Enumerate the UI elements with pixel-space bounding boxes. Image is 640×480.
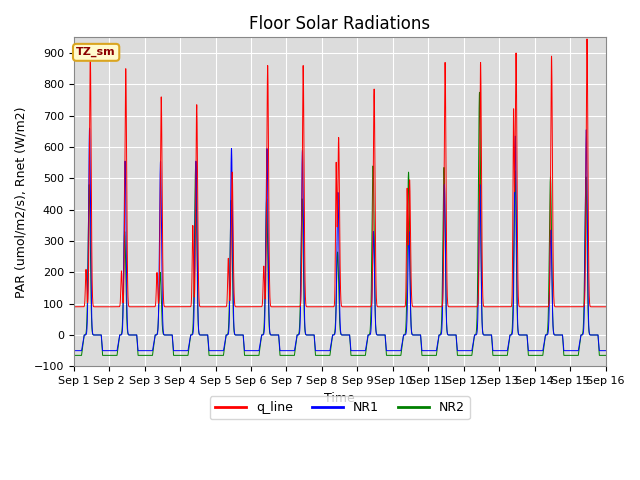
NR2 xyxy=(165,332,173,338)
q_line xyxy=(429,304,437,310)
q_line xyxy=(489,304,497,310)
Title: Floor Solar Radiations: Floor Solar Radiations xyxy=(249,15,430,33)
q_line xyxy=(459,304,467,310)
q_line xyxy=(583,36,591,42)
NR2 xyxy=(602,352,609,358)
NR2 xyxy=(459,352,467,358)
NR1 xyxy=(602,348,609,354)
NR2 xyxy=(476,89,483,95)
NR1 xyxy=(459,348,467,354)
Line: q_line: q_line xyxy=(74,39,605,307)
NR2 xyxy=(320,352,328,358)
NR1 xyxy=(166,332,173,338)
NR2 xyxy=(602,352,609,358)
NR1 xyxy=(70,348,77,354)
NR1 xyxy=(489,348,497,354)
NR1 xyxy=(429,348,437,354)
NR2 xyxy=(489,352,497,358)
q_line xyxy=(602,304,609,310)
X-axis label: Time: Time xyxy=(324,392,355,405)
Y-axis label: PAR (umol/m2/s), Rnet (W/m2): PAR (umol/m2/s), Rnet (W/m2) xyxy=(15,106,28,298)
q_line xyxy=(165,304,173,310)
NR1 xyxy=(602,348,609,354)
q_line xyxy=(320,304,328,310)
Text: TZ_sm: TZ_sm xyxy=(76,47,116,58)
Legend: q_line, NR1, NR2: q_line, NR1, NR2 xyxy=(210,396,470,420)
NR2 xyxy=(429,352,437,358)
Line: NR2: NR2 xyxy=(74,92,605,355)
Line: NR1: NR1 xyxy=(74,128,605,351)
NR1 xyxy=(320,348,328,354)
NR2 xyxy=(70,352,77,358)
q_line xyxy=(602,304,609,310)
q_line xyxy=(70,304,77,310)
NR1 xyxy=(86,125,93,131)
